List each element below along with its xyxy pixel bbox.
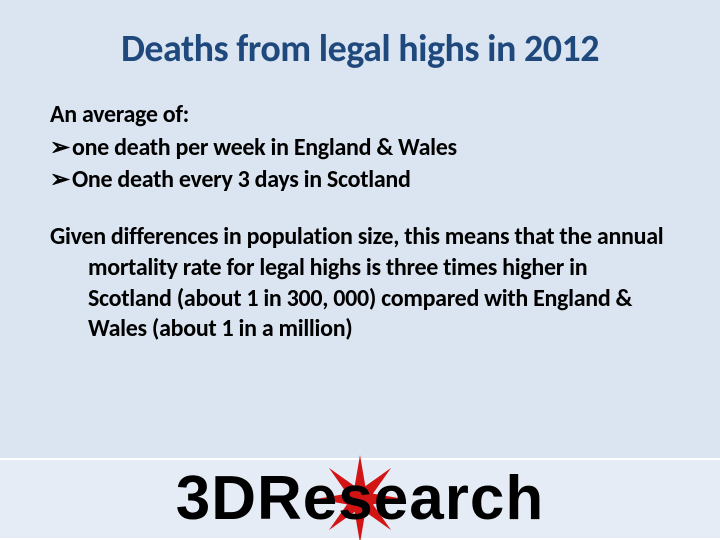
bullet-item: ➢ one death per week in England & Wales bbox=[50, 133, 670, 164]
bullet-text: one death per week in England & Wales bbox=[72, 133, 670, 164]
logo-text-right: esearch bbox=[303, 468, 544, 530]
bullet-glyph-icon: ➢ bbox=[50, 165, 72, 196]
bullet-item: ➢ One death every 3 days in Scotland bbox=[50, 165, 670, 196]
slide-title: Deaths from legal highs in 2012 bbox=[50, 26, 670, 72]
footer-logo-bar: 3DR esearch bbox=[0, 458, 720, 540]
body-paragraph-1: An average of: ➢ one death per week in E… bbox=[50, 100, 670, 196]
logo-text-left: 3DR bbox=[176, 468, 303, 530]
bullet-text: One death every 3 days in Scotland bbox=[72, 165, 670, 196]
body-paragraph-2: Given differences in population size, th… bbox=[50, 222, 670, 345]
bullet-glyph-icon: ➢ bbox=[50, 133, 72, 164]
intro-line: An average of: bbox=[50, 100, 670, 131]
logo: 3DR esearch bbox=[176, 468, 544, 530]
